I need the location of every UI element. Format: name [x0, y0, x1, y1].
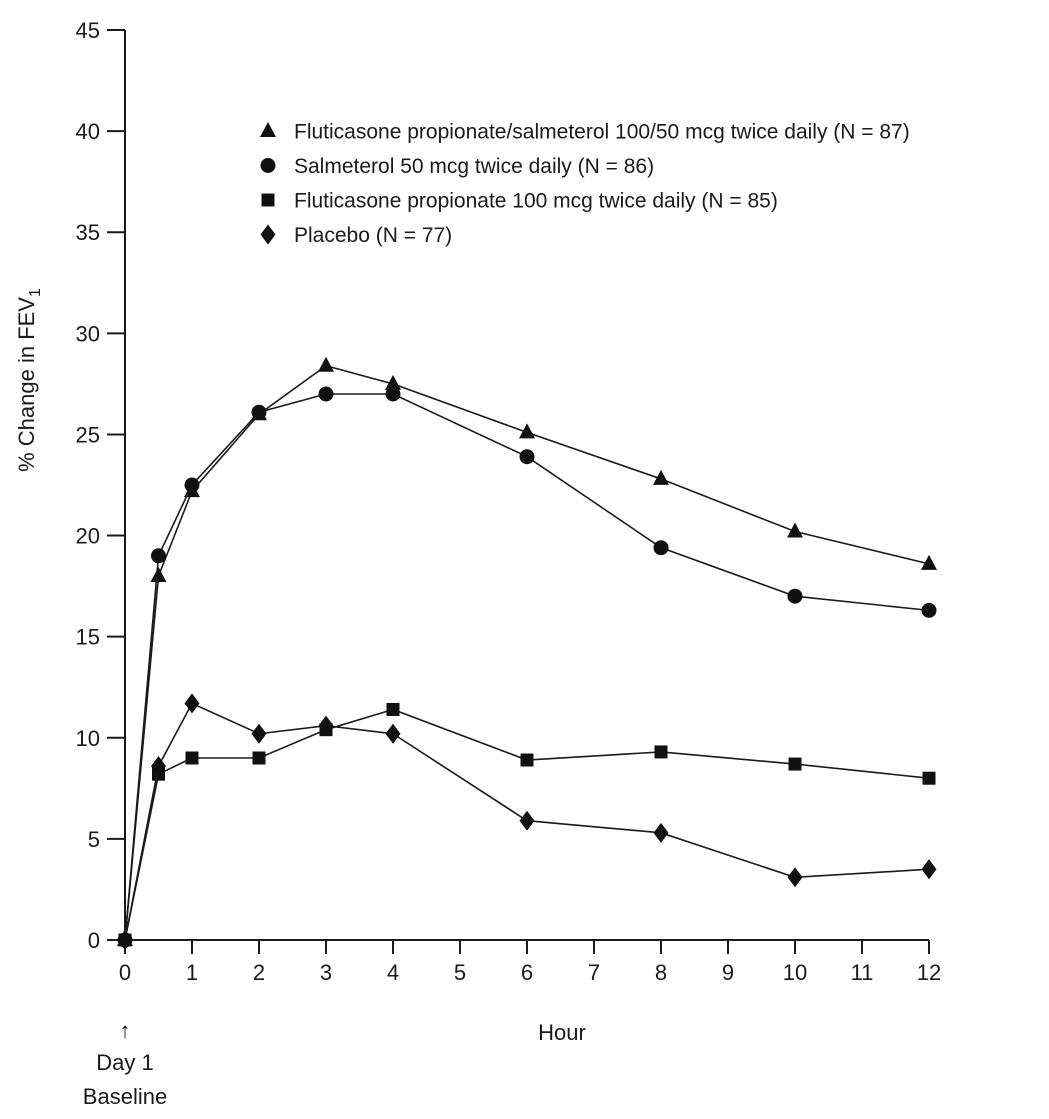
- data-point-square: [386, 702, 400, 716]
- y-tick-label: 5: [88, 827, 100, 852]
- data-point-diamond: [251, 723, 267, 744]
- y-tick-label: 45: [76, 18, 100, 43]
- data-point-circle: [385, 386, 401, 402]
- data-point-diamond: [385, 723, 401, 744]
- y-axis-title-subscript: 1: [27, 288, 44, 297]
- x-tick-label: 5: [454, 960, 466, 985]
- data-point-square: [185, 751, 199, 765]
- data-point-circle: [151, 548, 166, 564]
- data-point-circle: [519, 449, 535, 465]
- y-tick-label: 30: [76, 321, 100, 346]
- y-tick-label: 25: [76, 422, 100, 447]
- data-point-circle: [251, 404, 267, 420]
- legend-marker-circle: [260, 158, 276, 173]
- data-point-circle: [318, 386, 334, 402]
- y-tick-label: 35: [76, 220, 100, 245]
- data-point-circle: [921, 602, 937, 618]
- y-tick-label: 0: [88, 928, 100, 953]
- y-tick-label: 20: [76, 524, 100, 549]
- legend-marker-diamond: [260, 224, 276, 245]
- data-point-square: [788, 757, 802, 771]
- legend-item: Salmeterol 50 mcg twice daily (N = 86): [260, 155, 654, 178]
- x-tick-label: 2: [253, 960, 265, 985]
- x-axis-title: Hour: [538, 1020, 586, 1045]
- series-circle: [117, 386, 937, 948]
- legend: Fluticasone propionate/salmeterol 100/50…: [260, 121, 910, 247]
- data-point-diamond: [653, 822, 669, 843]
- series-diamond: [117, 693, 937, 950]
- legend-label: Salmeterol 50 mcg twice daily (N = 86): [294, 155, 654, 178]
- series-triangle: [117, 356, 937, 946]
- legend-item: Fluticasone propionate 100 mcg twice dai…: [261, 190, 778, 213]
- series-line-circle: [124, 393, 930, 941]
- x-tick-label: 10: [783, 960, 807, 985]
- x-tick-label: 1: [186, 960, 198, 985]
- legend-item: Placebo (N = 77): [260, 224, 452, 247]
- series-line-square: [124, 708, 930, 941]
- legend-label: Fluticasone propionate 100 mcg twice dai…: [294, 190, 778, 213]
- x-tick-label: 3: [320, 960, 332, 985]
- series-line-diamond: [124, 702, 930, 941]
- data-point-triangle: [150, 567, 167, 582]
- data-point-diamond: [787, 867, 803, 888]
- x-tick-label: 0: [119, 960, 131, 985]
- y-tick-label: 15: [76, 625, 100, 650]
- data-point-diamond: [151, 756, 166, 777]
- data-point-diamond: [519, 810, 535, 831]
- data-point-diamond: [921, 859, 937, 880]
- x-tick-label: 11: [851, 960, 874, 985]
- legend-item: Fluticasone propionate/salmeterol 100/50…: [260, 121, 910, 144]
- data-point-diamond: [117, 930, 133, 950]
- legend-label: Fluticasone propionate/salmeterol 100/50…: [294, 121, 910, 144]
- y-axis-title: % Change in FEV1: [14, 288, 44, 472]
- data-point-circle: [184, 477, 200, 493]
- legend-marker-triangle: [260, 122, 276, 137]
- series-line-triangle: [124, 364, 930, 941]
- baseline-label: Baseline: [83, 1084, 167, 1109]
- data-point-triangle: [519, 423, 535, 439]
- data-point-square: [654, 745, 668, 759]
- legend-marker-square: [261, 193, 275, 207]
- x-tick-label: 8: [655, 960, 667, 985]
- data-point-diamond: [318, 715, 334, 736]
- data-point-circle: [787, 588, 803, 604]
- data-point-square: [520, 753, 534, 767]
- data-point-circle: [653, 540, 669, 556]
- legend-label: Placebo (N = 77): [294, 224, 452, 247]
- plot-area: [117, 356, 937, 950]
- data-point-triangle: [653, 469, 669, 485]
- data-point-triangle: [385, 374, 401, 390]
- y-tick-label: 10: [76, 726, 100, 751]
- x-tick-label: 12: [917, 960, 941, 985]
- baseline-day-label: Day 1: [96, 1050, 153, 1075]
- data-point-square: [922, 771, 936, 785]
- x-tick-label: 4: [387, 960, 399, 985]
- series-square: [118, 702, 936, 947]
- data-point-triangle: [787, 522, 803, 538]
- baseline-annotation: ↑ Day 1 Baseline: [83, 1018, 167, 1109]
- x-tick-label: 7: [588, 960, 600, 985]
- x-tick-label: 6: [521, 960, 533, 985]
- y-axis-title-main: % Change in FEV: [14, 297, 39, 472]
- data-point-triangle: [921, 554, 937, 570]
- data-point-diamond: [184, 693, 200, 714]
- data-point-square: [252, 751, 266, 765]
- y-tick-label: 40: [76, 119, 100, 144]
- baseline-arrow: ↑: [120, 1018, 131, 1043]
- x-tick-label: 9: [722, 960, 734, 985]
- data-point-triangle: [318, 356, 334, 372]
